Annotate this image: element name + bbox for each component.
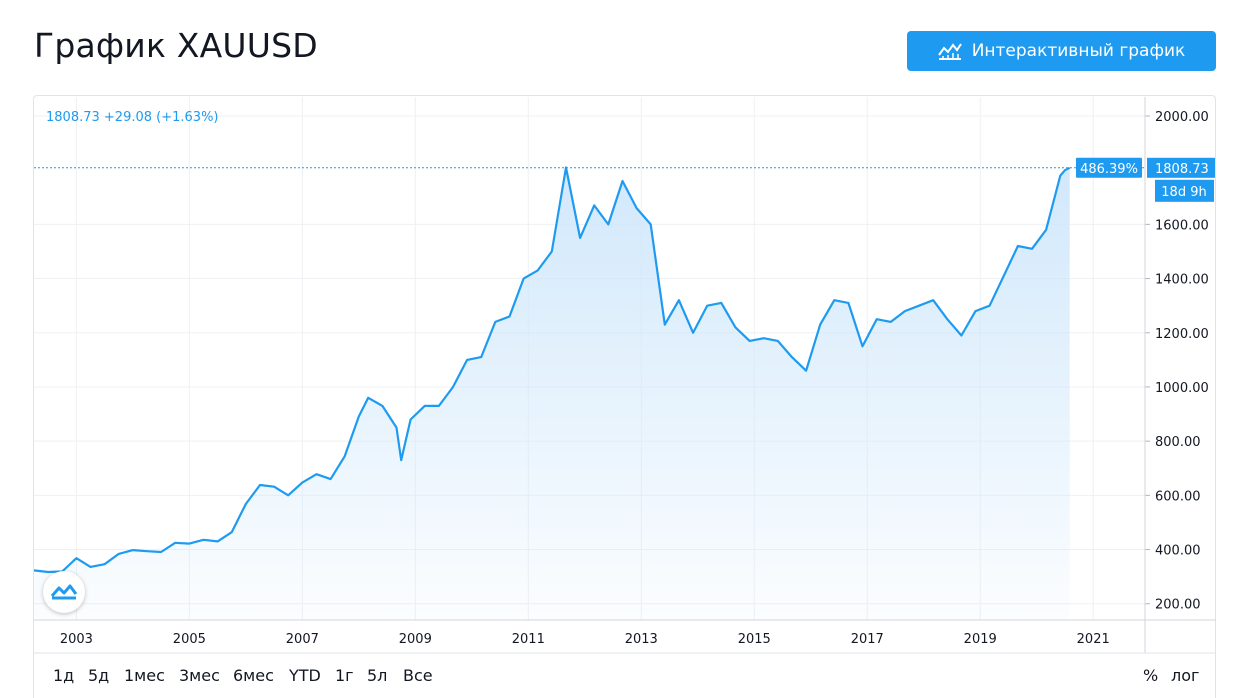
range-5y-button[interactable]: 5л <box>367 666 388 685</box>
percent-change-box <box>1076 157 1142 178</box>
x-tick-label: 2007 <box>286 632 319 647</box>
range-1m-button[interactable]: 1мес <box>124 666 165 685</box>
chart-panel[interactable] <box>33 95 1216 698</box>
countdown-label: 18d 9h <box>1161 185 1206 200</box>
readout-last: 1808.73 <box>46 110 100 125</box>
y-tick-label: 2000.00 <box>1155 110 1209 125</box>
range-1y-button[interactable]: 1г <box>335 666 354 685</box>
range-ytd-button[interactable]: YTD <box>289 666 321 685</box>
x-tick-label: 2013 <box>625 632 658 647</box>
y-tick-label: 400.00 <box>1155 544 1201 559</box>
x-tick-label: 2009 <box>399 632 432 647</box>
y-tick-label: 200.00 <box>1155 598 1201 613</box>
readout-change-pct: (+1.63%) <box>156 110 219 125</box>
y-tick-label: 600.00 <box>1155 489 1201 504</box>
last-price-box <box>1147 157 1215 178</box>
y-tick-label: 1200.00 <box>1155 327 1209 342</box>
range-6m-button[interactable]: 6мес <box>233 666 274 685</box>
x-tick-label: 2011 <box>512 632 545 647</box>
interactive-chart-button[interactable]: Интерактивный график <box>907 31 1216 71</box>
range-all-button[interactable]: Все <box>403 666 433 685</box>
x-tick-label: 2021 <box>1077 632 1110 647</box>
range-1d-button[interactable]: 1д <box>53 666 75 685</box>
logo-icon <box>50 584 78 600</box>
x-tick-label: 2017 <box>851 632 884 647</box>
series-line <box>33 166 1071 574</box>
y-tick-label: 800.00 <box>1155 435 1201 450</box>
y-tick-label: 1600.00 <box>1155 218 1209 233</box>
page-title: График XAUUSD <box>34 26 318 65</box>
countdown-box <box>1155 179 1214 202</box>
y-tick-label: 1400.00 <box>1155 273 1209 288</box>
chart-trend-icon <box>937 42 962 60</box>
tradingview-logo-button[interactable] <box>43 571 85 613</box>
range-5d-button[interactable]: 5д <box>88 666 110 685</box>
series-area <box>34 167 1070 620</box>
y-tick-label: 1000.00 <box>1155 381 1209 396</box>
log-scale-toggle[interactable]: лог <box>1171 666 1200 685</box>
x-tick-label: 2003 <box>60 632 93 647</box>
x-tick-label: 2005 <box>173 632 206 647</box>
readout-change: +29.08 <box>103 110 153 125</box>
interactive-chart-label: Интерактивный график <box>971 41 1186 61</box>
x-tick-label: 2015 <box>738 632 771 647</box>
price-readout: 1808.73 +29.08 (+1.63%) <box>46 110 219 125</box>
range-3m-button[interactable]: 3мес <box>179 666 220 685</box>
percent-scale-toggle[interactable]: % <box>1143 666 1159 685</box>
x-tick-label: 2019 <box>964 632 997 647</box>
last-price-label: 1808.73 <box>1155 162 1209 177</box>
range-toolbar: 1д 5д 1мес 3мес 6мес YTD 1г 5л Все % лог <box>33 654 1216 698</box>
percent-change-label: 486.39% <box>1080 162 1138 177</box>
